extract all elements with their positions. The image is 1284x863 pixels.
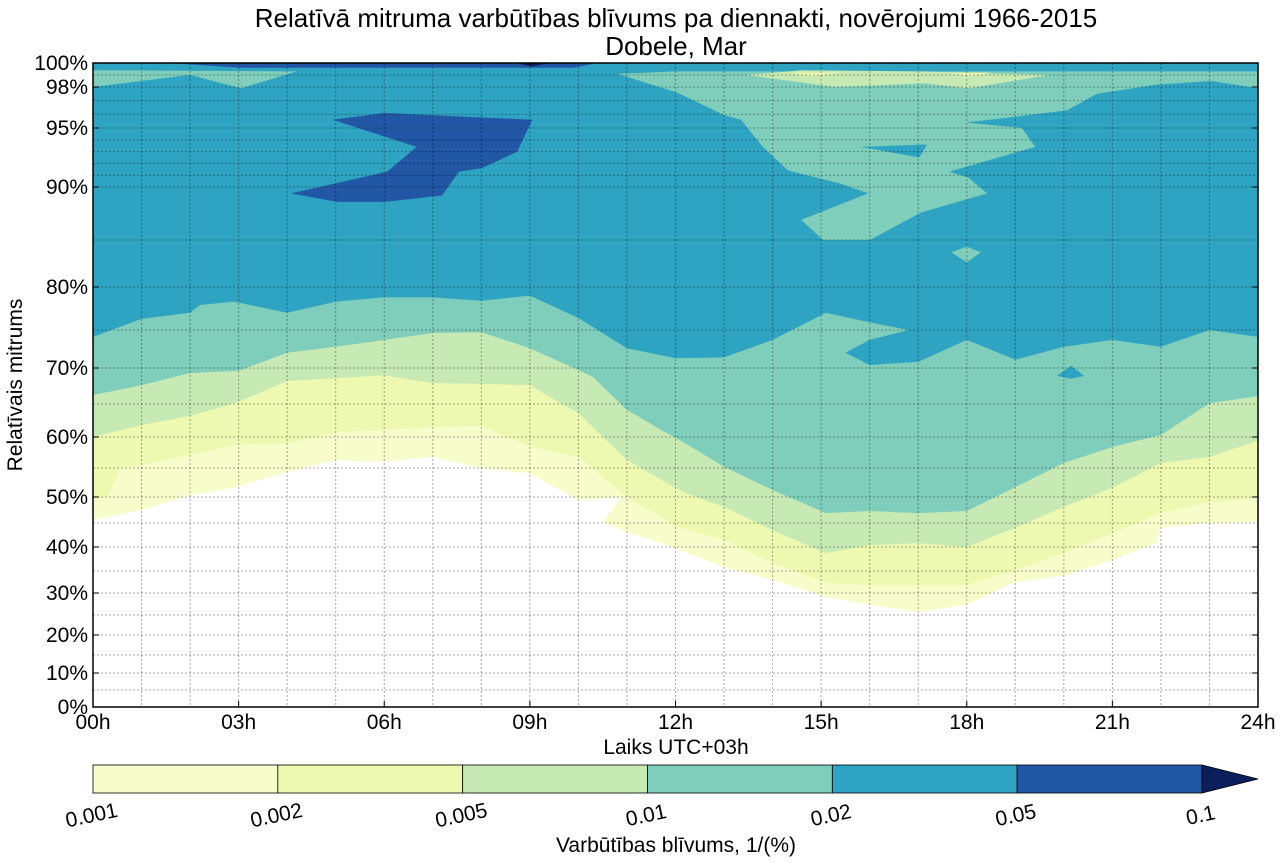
colorbar-extend-arrow (1201, 764, 1259, 794)
colorbar: 0.001 0.002 0.005 0.01 0.02 0.05 0.1 (64, 764, 1259, 832)
x-axis-ticks: 00h 03h 06h 09h 12h 15h 18h 21h 24h (75, 701, 1276, 734)
y-tick-label: 100% (34, 52, 88, 75)
y-tick-label: 95% (46, 117, 88, 140)
contour-island-0_05 (168, 63, 598, 68)
contour-island-0_02 (860, 144, 927, 158)
colorbar-segment (647, 764, 833, 794)
y-tick-label: 30% (46, 582, 88, 605)
x-tick-label: 15h (804, 711, 839, 734)
colorbar-segment (1016, 764, 1203, 794)
x-tick-label: 09h (512, 711, 547, 734)
y-tick-label: 98% (46, 76, 88, 99)
y-tick-label: 90% (46, 176, 88, 199)
colorbar-label: Varbūtības blīvums, 1/(%) (556, 834, 796, 857)
y-tick-label: 10% (46, 662, 88, 685)
x-tick-label: 21h (1095, 711, 1130, 734)
colorbar-tick-label: 0.01 (624, 800, 669, 831)
plot-area (93, 63, 1258, 707)
y-axis-ticks: 0% 10% 20% 30% 40% 50% 60% 70% 80% 90% 95% 98%100% (34, 52, 1258, 719)
y-tick-label: 60% (46, 426, 88, 449)
x-tick-label: 06h (367, 711, 402, 734)
contour-island-0_1 (515, 63, 550, 67)
y-tick-label: 20% (46, 624, 88, 647)
colorbar-segment (277, 764, 464, 794)
contour-island-0_02 (1057, 365, 1085, 379)
x-tick-label: 24h (1240, 711, 1275, 734)
x-tick-label: 12h (658, 711, 693, 734)
colorbar-segment (462, 764, 648, 794)
colorbar-tick-label: 0.001 (64, 799, 120, 832)
contour-island-0_002 (787, 72, 841, 77)
contour-island-0_01 (617, 71, 1258, 241)
chart-subtitle: Dobele, Mar (605, 31, 747, 61)
colorbar-tick-label: 0.002 (248, 799, 304, 832)
colorbar-tick-label: 0.05 (993, 800, 1038, 831)
colorbar-segment (92, 764, 279, 794)
y-tick-label: 70% (46, 357, 88, 380)
chart-title: Relatīvā mitruma varbūtības blīvums pa d… (255, 3, 1098, 33)
contour-island-0_01 (951, 246, 981, 263)
colorbar-tick-label: 0.1 (1184, 801, 1217, 830)
y-tick-label: 40% (46, 536, 88, 559)
colorbar-tick-label: 0.02 (809, 800, 854, 831)
contour-island-0_01 (93, 70, 297, 89)
x-axis-label: Laiks UTC+03h (603, 736, 748, 759)
y-tick-label: 50% (46, 486, 88, 509)
contour-island-0_05 (291, 112, 533, 202)
x-tick-label: 03h (221, 711, 256, 734)
y-tick-label: 80% (46, 276, 88, 299)
contour-island-0_002 (947, 72, 992, 77)
gridlines (93, 63, 1258, 707)
x-tick-label: 18h (949, 711, 984, 734)
x-tick-label: 00h (75, 711, 110, 734)
colorbar-tick-label: 0.005 (433, 799, 489, 832)
colorbar-segment (831, 764, 1018, 794)
y-tick-label: 0% (58, 696, 88, 719)
y-axis-label: Relatīvais mitrums (4, 299, 27, 472)
